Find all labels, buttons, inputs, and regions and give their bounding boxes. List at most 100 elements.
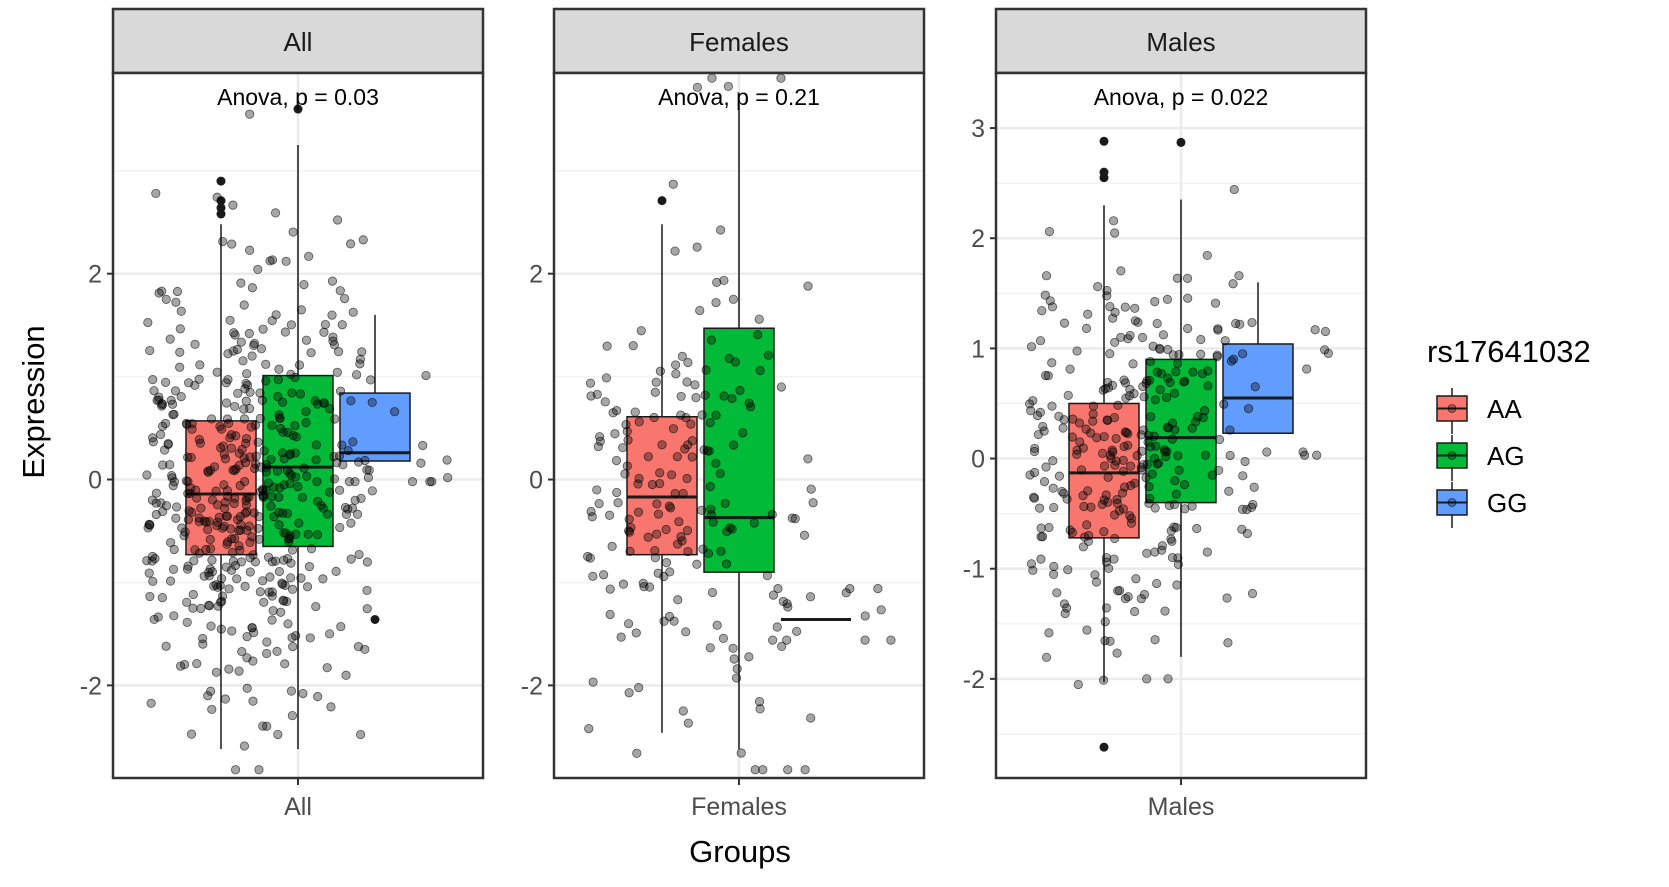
jitter-point [755, 365, 765, 376]
jitter-point [286, 369, 296, 379]
jitter-point [1049, 502, 1059, 513]
jitter-point [170, 386, 181, 396]
jitter-point [362, 604, 372, 614]
jitter-point [232, 574, 242, 584]
strip-label: All [284, 27, 313, 57]
jitter-point [303, 529, 313, 539]
jitter-point [196, 503, 206, 513]
jitter-point [278, 579, 288, 589]
jitter-point [701, 365, 711, 375]
jitter-point [1323, 348, 1333, 358]
jitter-point [1078, 491, 1088, 501]
jitter-point [1183, 323, 1193, 334]
jitter-point [221, 398, 232, 408]
jitter-point [1148, 341, 1158, 351]
jitter-point [1180, 376, 1190, 386]
anova-annotation: Anova, p = 0.21 [658, 84, 820, 110]
jitter-point [335, 522, 345, 533]
jitter-point [626, 522, 636, 533]
legend-item-label: AG [1487, 441, 1525, 471]
jitter-point [194, 517, 204, 527]
jitter-point [1214, 434, 1225, 445]
jitter-point [240, 384, 250, 394]
jitter-point [234, 525, 244, 536]
jitter-point [699, 445, 709, 455]
jitter-point [1047, 401, 1057, 411]
jitter-point [283, 427, 293, 438]
jitter-point [233, 388, 243, 398]
jitter-point [336, 621, 346, 632]
jitter-point [302, 582, 313, 592]
jitter-point [585, 553, 595, 563]
jitter-point [1163, 373, 1173, 383]
jitter-point [142, 555, 152, 566]
jitter-point [220, 454, 231, 464]
jitter-point [806, 713, 816, 723]
jitter-point [692, 242, 702, 252]
jitter-point [1057, 486, 1067, 497]
jitter-point [286, 573, 296, 583]
jitter-point [151, 488, 162, 498]
jitter-point [1214, 465, 1224, 476]
jitter-point [269, 512, 279, 522]
jitter-point [220, 694, 231, 704]
jitter-point [313, 692, 323, 702]
jitter-point [598, 570, 609, 580]
jitter-point [1170, 475, 1180, 486]
jitter-point [1037, 306, 1047, 316]
jitter-point [716, 546, 726, 556]
jitter-point [1137, 465, 1147, 475]
jitter-point [196, 603, 206, 614]
jitter-point [1110, 460, 1120, 470]
jitter-point [672, 452, 682, 462]
jitter-point [1118, 455, 1128, 465]
jitter-point [206, 414, 217, 424]
jitter-point [204, 516, 214, 526]
jitter-point [282, 508, 293, 519]
jitter-point [179, 659, 190, 670]
jitter-point [204, 571, 214, 581]
jitter-point [753, 330, 763, 340]
jitter-point [215, 421, 225, 432]
jitter-point [312, 476, 322, 487]
jitter-point [239, 300, 249, 310]
jitter-point [1142, 459, 1152, 469]
jitter-point [1225, 450, 1235, 461]
jitter-point [1047, 358, 1057, 368]
jitter-point [291, 529, 301, 539]
jitter-point [186, 729, 197, 739]
jitter-point [744, 398, 754, 408]
jitter-point [767, 509, 777, 520]
jitter-point [235, 480, 245, 491]
jitter-point [254, 534, 264, 544]
jitter-point [690, 380, 700, 390]
jitter-point [209, 462, 220, 472]
jitter-point [390, 407, 400, 417]
jitter-point [364, 465, 374, 475]
jitter-point [290, 448, 300, 458]
jitter-point [1072, 346, 1082, 356]
jitter-point [725, 523, 735, 533]
jitter-point [1171, 367, 1181, 377]
jitter-point [634, 683, 644, 693]
jitter-point [682, 473, 692, 484]
jitter-point [161, 501, 172, 511]
jitter-point [1026, 406, 1036, 416]
strip-label: Males [1146, 27, 1215, 57]
jitter-point [1126, 513, 1137, 524]
jitter-point [248, 696, 258, 706]
jitter-point [691, 393, 701, 403]
jitter-point [331, 566, 341, 576]
jitter-point [1170, 425, 1180, 435]
jitter-point [776, 73, 786, 83]
jitter-point [1110, 228, 1120, 238]
jitter-point [1234, 271, 1244, 281]
jitter-point [762, 570, 772, 581]
jitter-point [146, 698, 156, 708]
jitter-point [322, 509, 333, 519]
jitter-point [700, 390, 710, 400]
jitter-point [1032, 410, 1043, 421]
jitter-point [1124, 391, 1135, 401]
jitter-point [1108, 216, 1119, 226]
